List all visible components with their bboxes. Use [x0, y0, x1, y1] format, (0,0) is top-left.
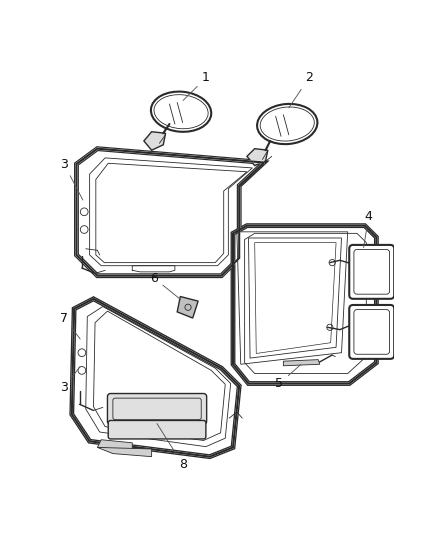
Text: 1: 1 — [183, 71, 210, 101]
Text: 6: 6 — [150, 271, 180, 300]
Polygon shape — [144, 132, 166, 150]
Polygon shape — [97, 440, 132, 450]
Text: 3: 3 — [60, 158, 83, 200]
Text: 7: 7 — [60, 312, 80, 339]
Text: 4: 4 — [364, 210, 373, 247]
Polygon shape — [97, 447, 152, 457]
Polygon shape — [233, 225, 376, 384]
FancyBboxPatch shape — [108, 421, 206, 439]
Text: 8: 8 — [157, 424, 187, 471]
Text: 5: 5 — [276, 365, 300, 390]
FancyBboxPatch shape — [349, 245, 394, 299]
Text: 3: 3 — [60, 367, 80, 394]
FancyBboxPatch shape — [349, 305, 394, 359]
Polygon shape — [72, 299, 239, 457]
FancyBboxPatch shape — [107, 393, 207, 424]
Text: 2: 2 — [289, 71, 313, 108]
Polygon shape — [77, 149, 264, 276]
Polygon shape — [283, 360, 320, 366]
Polygon shape — [247, 149, 268, 166]
Polygon shape — [177, 296, 198, 318]
